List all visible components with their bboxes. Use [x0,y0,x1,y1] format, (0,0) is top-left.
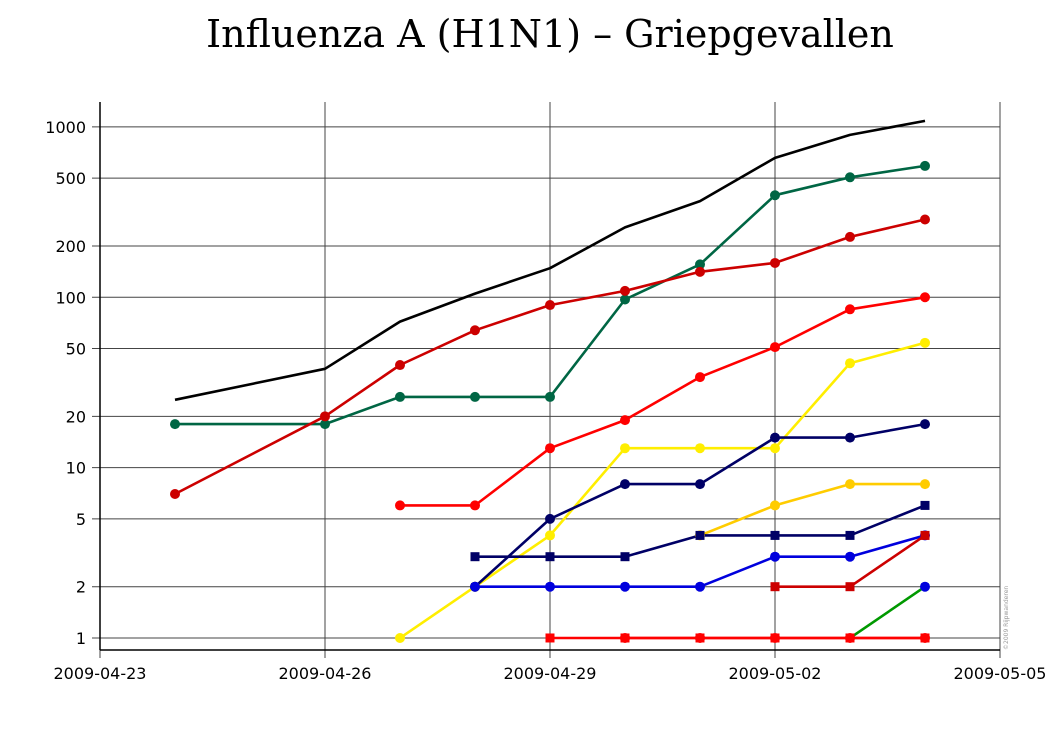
data-point [770,257,780,268]
data-point-square [920,530,930,540]
data-point [695,266,705,277]
series-line [699,482,925,537]
data-point [845,551,855,562]
data-point [845,172,855,183]
series-line [400,296,926,507]
y-tick-label: 20 [66,407,86,426]
y-tick-label: 200 [55,237,86,256]
y-tick-label: 5 [76,510,86,529]
data-point [920,337,930,348]
data-point [695,632,705,643]
data-point [545,391,555,402]
data-point-square [695,530,705,540]
data-point [620,415,630,426]
series-line [475,534,926,589]
data-point [395,391,405,402]
data-point [770,500,780,511]
x-tick-label: 2009-04-26 [279,664,372,683]
marker-group [170,160,930,643]
data-point [695,479,705,490]
data-point [320,419,330,430]
data-point [695,259,705,270]
data-point [470,500,480,511]
data-point-square [920,500,930,510]
data-point [620,443,630,454]
data-point [845,632,855,643]
data-point [170,419,180,430]
data-point [920,292,930,303]
y-tick-label: 2 [76,578,86,597]
data-point [320,411,330,422]
data-point [545,300,555,311]
axes: 1 2 5 10 20 50 100 200 500 1000 2009-04-23 2009-04-… [45,102,1046,683]
data-point [545,513,555,524]
data-point [545,581,555,592]
series-line [849,585,926,640]
data-point [770,632,780,643]
data-point-square [845,582,855,592]
data-point [620,285,630,296]
y-tick-label: 1000 [45,118,86,137]
data-point [845,432,855,443]
data-point [620,581,630,592]
data-point-square [545,633,555,643]
x-tick-label: 2009-05-02 [729,664,822,683]
data-point [395,360,405,371]
data-point-square [545,552,555,562]
data-point [620,479,630,490]
data-point [920,581,930,592]
data-point [845,231,855,242]
data-point-square [470,552,480,562]
data-point [845,358,855,369]
y-tick-label: 50 [66,340,86,359]
x-tick-label: 2009-05-05 [954,664,1047,683]
data-point [545,530,555,541]
data-point-square [620,552,630,562]
data-point [695,372,705,383]
data-point [395,500,405,511]
data-point [395,632,405,643]
series-line [175,164,926,426]
data-point [770,551,780,562]
data-point [545,443,555,454]
chart-title: Influenza A (H1N1) – Griepgevallen [206,12,894,56]
data-point [470,325,480,336]
data-point [920,214,930,225]
data-point [170,489,180,500]
data-point [770,432,780,443]
series-line [174,218,926,496]
data-point [695,443,705,454]
data-point [695,581,705,592]
data-point [920,160,930,171]
data-point [845,304,855,315]
data-point [470,581,480,592]
data-point [470,391,480,402]
x-tick-label: 2009-04-23 [54,664,147,683]
y-tick-label: 500 [55,169,86,188]
y-tick-label: 100 [55,288,86,307]
data-point-square [770,582,780,592]
series-line [174,119,926,402]
credit-text: ©2009 Rijpwanderen [1003,586,1010,650]
series-line [399,341,926,640]
data-point [920,632,930,643]
data-point [770,443,780,454]
data-point [620,294,630,305]
y-tick-label: 1 [76,629,86,648]
data-point [920,479,930,490]
y-tick-label: 10 [66,459,86,478]
data-point [845,479,855,490]
data-point [920,419,930,430]
data-point [620,632,630,643]
data-point [770,342,780,353]
x-tick-label: 2009-04-29 [504,664,597,683]
data-point-square [770,530,780,540]
data-point-square [845,530,855,540]
grid [92,102,1001,658]
data-point [770,190,780,201]
